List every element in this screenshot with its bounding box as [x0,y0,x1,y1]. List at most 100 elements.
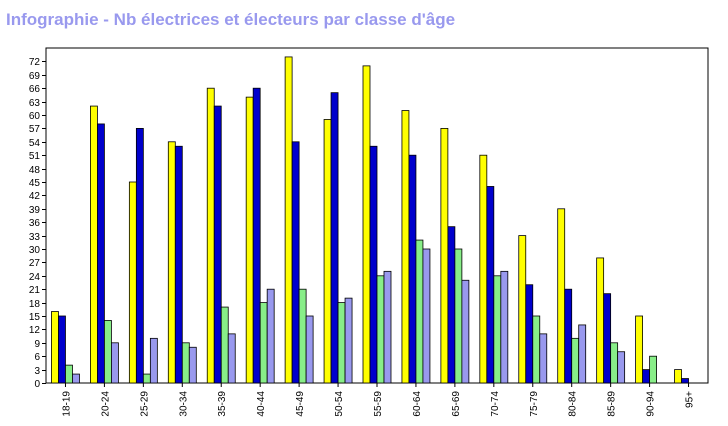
x-tick-label: 18-19 [61,391,72,417]
bar [642,369,650,384]
x-tick-label: 25-29 [139,391,150,417]
bar [440,127,449,384]
bar [408,154,417,384]
x-tick-label: 60-64 [412,391,423,417]
bar [284,56,293,384]
bar [51,311,59,384]
bar [383,270,392,384]
bar [245,96,254,384]
bar [649,355,657,384]
bar [422,248,431,384]
y-tick-label: 24 [29,272,41,283]
bar [65,364,73,384]
x-tick-label: 55-59 [373,391,384,417]
bar [596,257,605,384]
bar [344,297,353,384]
bar [500,270,509,384]
x-tick-label: 70-74 [490,391,501,417]
bar [323,119,332,384]
bar [72,373,80,384]
x-tick-label: 40-44 [256,391,267,417]
y-tick-label: 12 [29,325,41,336]
y-tick-label: 9 [34,339,40,350]
bar [362,65,371,384]
x-tick-label: 90-94 [646,391,657,417]
bar [525,284,534,384]
bar [454,248,463,384]
y-tick-label: 57 [29,124,41,135]
bar [681,378,689,384]
y-tick-label: 45 [29,178,41,189]
bar [220,306,229,384]
y-tick-label: 39 [29,205,41,216]
bar [493,275,502,384]
bar [259,302,268,384]
bar [603,293,612,384]
y-tick-label: 15 [29,312,41,323]
y-tick-label: 6 [34,352,40,363]
bar [104,320,112,384]
x-tick-label: 20-24 [100,391,111,417]
bar [97,123,105,384]
bar [578,324,587,384]
y-tick-label: 72 [29,57,41,68]
y-tick-label: 18 [29,299,41,310]
bar [447,226,456,384]
x-tick-label: 75-79 [529,391,540,417]
bar [564,288,573,384]
x-tick-label: 30-34 [178,391,189,417]
bar [90,105,98,384]
bar [149,337,158,384]
y-tick-label: 42 [29,191,41,202]
bar [188,346,197,384]
bar [401,110,410,384]
bar [337,302,346,384]
y-tick-label: 51 [29,151,41,162]
bar [369,145,378,384]
bar [539,333,548,384]
bar [532,315,541,384]
bar [376,275,385,384]
bar [58,315,66,384]
x-tick-label: 35-39 [217,391,228,417]
bar [206,87,215,384]
bar [635,315,643,384]
y-tick-label: 3 [34,366,40,377]
bar [213,105,222,384]
bar [571,337,580,384]
bar [181,342,190,384]
bar [266,288,275,384]
bar [674,369,682,384]
y-tick-label: 36 [29,218,41,229]
bar [415,239,424,384]
bar [291,141,300,384]
bar [167,141,176,384]
y-tick-label: 21 [29,285,41,296]
bar [330,92,339,384]
x-tick-label: 45-49 [295,391,306,417]
chart-title: Infographie - Nb électrices et électeurs… [6,10,456,29]
bar [174,145,183,384]
x-tick-label: 95+ [685,391,696,408]
y-tick-label: 60 [29,111,41,122]
y-tick-label: 27 [29,258,41,269]
bar [617,351,626,384]
x-tick-label: 65-69 [451,391,462,417]
y-tick-label: 54 [29,138,41,149]
y-tick-label: 69 [29,71,41,82]
y-tick-label: 48 [29,165,41,176]
bar [486,186,495,384]
x-tick-label: 85-89 [607,391,618,417]
bar [298,288,307,384]
x-tick-label: 50-54 [334,391,345,417]
bar [142,373,151,384]
y-tick-label: 0 [34,379,40,390]
bar [479,154,488,384]
bar [111,342,119,384]
bar [557,208,566,384]
bar [128,181,137,384]
bar [461,279,470,384]
bar [610,342,619,384]
y-tick-label: 33 [29,232,41,243]
